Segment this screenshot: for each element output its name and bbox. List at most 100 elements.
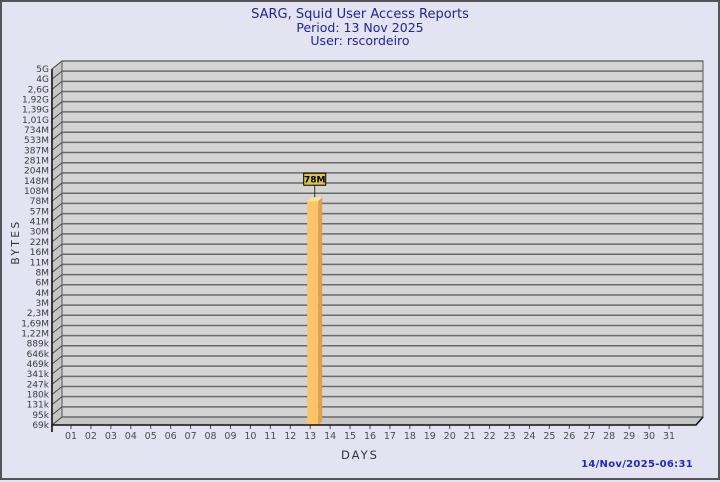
x-tick-label: 06 bbox=[165, 431, 177, 442]
y-tick-label: 6M bbox=[36, 279, 50, 289]
x-tick-label: 08 bbox=[204, 431, 216, 442]
y-axis-title: BYTES bbox=[10, 219, 22, 265]
y-tick-label: 2,3M bbox=[27, 309, 49, 319]
y-tick-label: 646k bbox=[27, 350, 50, 360]
y-tick-label: 1,22M bbox=[21, 329, 49, 339]
y-tick-label: 4G bbox=[36, 75, 49, 85]
y-tick-label: 2,6G bbox=[28, 85, 49, 95]
y-tick-label: 734M bbox=[24, 126, 49, 136]
y-tick-mark bbox=[51, 335, 63, 345]
y-tick-mark bbox=[51, 355, 63, 365]
y-tick-label: 148M bbox=[24, 177, 49, 187]
x-tick-label: 07 bbox=[185, 431, 197, 442]
y-tick-mark bbox=[51, 396, 63, 406]
x-tick-label: 14 bbox=[324, 431, 336, 442]
y-tick-mark bbox=[51, 223, 63, 233]
y-tick-mark bbox=[51, 345, 63, 355]
y-tick-mark bbox=[51, 284, 63, 294]
x-tick-label: 12 bbox=[284, 431, 296, 442]
y-tick-mark bbox=[51, 121, 63, 131]
x-tick-label: 05 bbox=[145, 431, 157, 442]
bar-side-face bbox=[318, 197, 323, 425]
x-tick-label: 21 bbox=[464, 431, 476, 442]
x-tick-label: 26 bbox=[563, 431, 575, 442]
y-tick-label: 22M bbox=[30, 238, 49, 248]
plot-back-wall bbox=[61, 60, 704, 418]
y-tick-label: 469k bbox=[27, 360, 50, 370]
generation-timestamp: 14/Nov/2025-06:31 bbox=[581, 459, 693, 470]
chart-title: SARG, Squid User Access Reports bbox=[251, 7, 469, 22]
y-tick-mark bbox=[51, 60, 63, 70]
y-tick-mark bbox=[51, 304, 63, 314]
y-tick-label: 180k bbox=[27, 390, 50, 400]
y-tick-mark bbox=[51, 243, 63, 253]
y-tick-mark bbox=[51, 406, 63, 416]
x-tick-label: 03 bbox=[105, 431, 117, 442]
x-tick-label: 17 bbox=[384, 431, 396, 442]
y-tick-mark bbox=[51, 111, 63, 121]
y-tick-label: 108M bbox=[24, 187, 49, 197]
y-tick-mark bbox=[51, 253, 63, 263]
y-tick-mark bbox=[51, 101, 63, 111]
y-tick-label: 247k bbox=[27, 380, 50, 390]
y-tick-mark bbox=[51, 294, 63, 304]
y-tick-label: 387M bbox=[24, 146, 49, 156]
x-tick-label: 15 bbox=[344, 431, 356, 442]
x-tick-label: 25 bbox=[543, 431, 555, 442]
x-tick-label: 18 bbox=[404, 431, 416, 442]
y-tick-label: 1,69M bbox=[21, 319, 49, 329]
y-tick-mark bbox=[51, 152, 63, 161]
x-tick-label: 22 bbox=[484, 431, 496, 442]
y-tick-mark bbox=[51, 233, 63, 243]
y-tick-label: 69k bbox=[32, 421, 49, 431]
floor bbox=[50, 416, 704, 426]
x-tick-label: 30 bbox=[643, 431, 655, 442]
x-tick-label: 28 bbox=[603, 431, 615, 442]
y-tick-mark bbox=[51, 274, 63, 283]
x-tick-label: 24 bbox=[523, 431, 535, 442]
y-tick-mark bbox=[51, 80, 63, 90]
x-tick-label: 13 bbox=[304, 431, 316, 442]
y-tick-mark bbox=[51, 386, 63, 395]
y-tick-label: 1,01G bbox=[22, 116, 49, 126]
y-tick-label: 11M bbox=[30, 258, 49, 268]
y-tick-mark bbox=[51, 213, 63, 222]
y-tick-label: 8M bbox=[36, 268, 50, 278]
y-tick-mark bbox=[51, 325, 63, 334]
x-tick-label: 31 bbox=[663, 431, 675, 442]
x-tick-label: 04 bbox=[125, 431, 137, 442]
y-tick-mark bbox=[51, 182, 63, 192]
y-tick-label: 16M bbox=[30, 248, 49, 258]
bar-value-box bbox=[303, 172, 327, 186]
bar-front-face bbox=[307, 201, 319, 425]
y-tick-mark bbox=[51, 70, 63, 80]
y-tick-label: 5G bbox=[36, 65, 49, 75]
bar-top-face bbox=[307, 197, 323, 202]
x-tick-label: 27 bbox=[583, 431, 595, 442]
y-tick-mark bbox=[51, 203, 63, 212]
y-tick-label: 3M bbox=[36, 299, 50, 309]
x-tick-label: 23 bbox=[503, 431, 515, 442]
chart-user: User: rscordeiro bbox=[310, 33, 410, 48]
x-tick-label: 29 bbox=[623, 431, 635, 442]
y-tick-label: 281M bbox=[24, 157, 49, 167]
y-tick-mark bbox=[51, 141, 63, 151]
y-tick-label: 30M bbox=[30, 228, 49, 238]
y-tick-mark bbox=[51, 365, 63, 375]
y-tick-label: 1,39G bbox=[22, 106, 49, 116]
y-tick-label: 4M bbox=[36, 289, 50, 299]
x-tick-label: 11 bbox=[264, 431, 276, 442]
x-tick-label: 02 bbox=[85, 431, 97, 442]
x-tick-label: 09 bbox=[224, 431, 236, 442]
y-tick-mark bbox=[51, 375, 63, 385]
chart-period: Period: 13 Nov 2025 bbox=[296, 20, 424, 35]
x-axis-title: DAYS bbox=[341, 448, 379, 462]
x-tick-label: 20 bbox=[444, 431, 456, 442]
y-tick-mark bbox=[51, 91, 63, 100]
bar-value-label: 78M bbox=[304, 176, 326, 186]
x-tick-label: 10 bbox=[244, 431, 256, 442]
chart-header: SARG, Squid User Access Reports Period: … bbox=[2, 8, 718, 47]
y-tick-label: 1,92G bbox=[22, 96, 49, 106]
